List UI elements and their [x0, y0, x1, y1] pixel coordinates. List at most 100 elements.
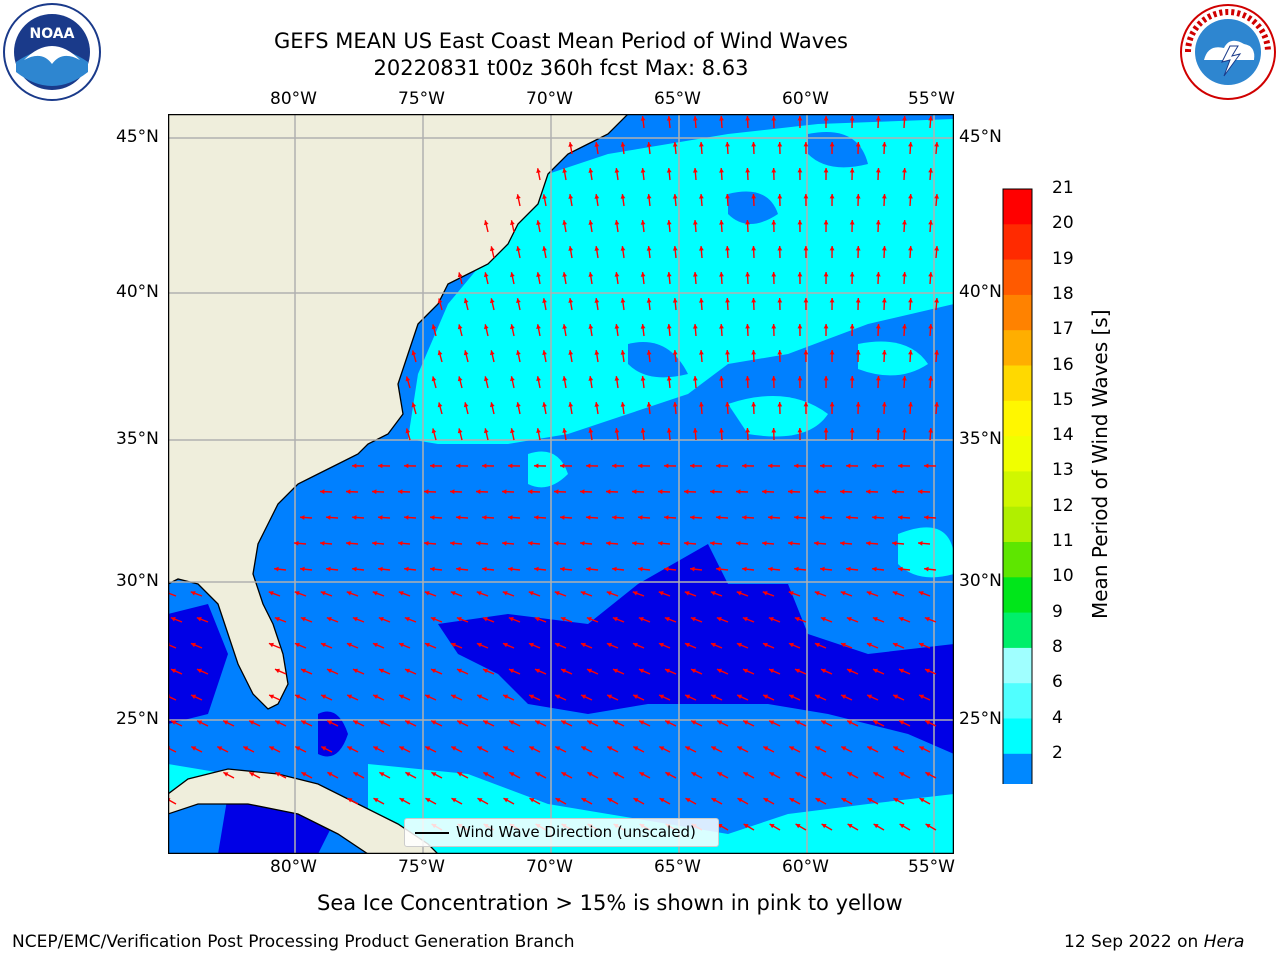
wind-wave-arrow: [902, 427, 907, 441]
wind-wave-arrow: [542, 350, 547, 363]
wind-wave-arrow: [568, 142, 574, 155]
wind-wave-arrow: [633, 797, 645, 805]
wind-wave-arrow: [839, 489, 853, 495]
wind-wave-arrow: [554, 694, 567, 701]
colorbar-segment: [1003, 400, 1032, 437]
wind-wave-arrow: [745, 427, 751, 441]
wind-wave-arrow: [767, 463, 781, 469]
wind-wave-arrow: [346, 694, 359, 701]
wind-wave-arrow: [223, 771, 235, 779]
wind-wave-arrow: [803, 401, 809, 415]
wind-wave-arrow: [534, 668, 547, 675]
wind-wave-arrow: [917, 489, 931, 495]
wind-wave-arrow: [489, 246, 495, 259]
wind-wave-arrow: [640, 272, 646, 285]
wind-wave-arrow: [664, 668, 677, 675]
wind-wave-arrow: [787, 540, 801, 546]
wind-wave-arrow: [620, 142, 626, 155]
wind-wave-arrow: [803, 349, 809, 363]
wind-wave-arrow: [855, 245, 861, 259]
wind-wave-arrow: [666, 323, 672, 337]
left-lat-label: 35°N: [116, 429, 159, 449]
wind-wave-arrow: [580, 745, 593, 753]
wind-wave-arrow: [820, 616, 833, 623]
wind-wave-arrow: [918, 642, 931, 649]
wind-wave-arrow: [482, 720, 495, 727]
wind-wave-arrow: [483, 428, 489, 441]
wind-wave-arrow: [352, 668, 365, 675]
wind-wave-arrow: [725, 401, 730, 415]
wind-wave-arrow: [646, 194, 652, 207]
colorbar-segment: [1003, 718, 1032, 755]
wind-wave-arrow: [646, 298, 652, 311]
wind-wave-arrow: [873, 771, 885, 779]
wind-wave-arrow: [588, 168, 594, 181]
wind-wave-arrow: [777, 401, 783, 415]
wind-wave-arrow: [923, 515, 937, 520]
wind-wave-arrow: [829, 349, 835, 363]
wind-wave-arrow: [689, 566, 703, 572]
wind-wave-arrow: [528, 694, 541, 701]
wind-wave-arrow: [294, 745, 307, 753]
wind-wave-arrow: [611, 463, 625, 469]
wind-wave-arrow: [398, 591, 411, 597]
wind-wave-arrow: [788, 745, 801, 753]
wind-wave-arrow: [319, 540, 333, 546]
wind-wave-arrow: [725, 349, 730, 363]
land-north-america: [167, 113, 630, 710]
dark-region-south: [438, 544, 954, 754]
wind-wave-arrow: [710, 745, 723, 753]
colorbar-segment: [1003, 294, 1032, 331]
wind-wave-arrow: [819, 566, 833, 572]
colorbar-tick-label: 4: [1052, 707, 1063, 728]
wind-wave-arrow: [719, 219, 724, 233]
wind-wave-arrow: [793, 463, 807, 469]
wind-wave-arrows: [164, 115, 940, 831]
wind-wave-arrow: [666, 167, 672, 181]
wind-wave-arrow: [528, 591, 541, 597]
wind-wave-arrow: [373, 797, 385, 805]
wind-wave-arrow: [715, 515, 729, 520]
wind-wave-arrow: [866, 591, 879, 597]
colorbar-tick-label: 14: [1052, 425, 1074, 446]
wind-wave-arrow: [299, 566, 313, 572]
wind-wave-arrow: [429, 566, 443, 572]
map-legend: Wind Wave Direction (unscaled): [404, 818, 719, 847]
colorbar-tick-label: 2: [1052, 742, 1063, 763]
wind-wave-arrow: [803, 193, 809, 207]
wind-wave-arrow: [892, 694, 905, 701]
wind-wave-arrow: [170, 616, 183, 623]
wind-wave-arrow: [684, 694, 697, 701]
wind-wave-arrow: [437, 402, 443, 415]
wind-wave-arrow: [607, 797, 619, 805]
wind-wave-arrow: [430, 720, 443, 727]
wind-wave-arrow: [725, 141, 730, 155]
wind-wave-arrow: [793, 566, 807, 572]
wind-wave-arrow: [840, 642, 853, 649]
wind-wave-arrow: [638, 616, 651, 623]
wind-wave-arrow: [849, 323, 855, 337]
wind-wave-arrow: [568, 246, 574, 259]
wind-wave-arrow: [542, 402, 547, 415]
wind-wave-arrow: [581, 797, 593, 805]
bottom-lon-label: 70°W: [526, 857, 573, 877]
wind-wave-arrow: [698, 193, 704, 207]
wind-wave-arrow: [918, 694, 931, 701]
wind-wave-arrow: [689, 515, 703, 520]
wind-wave-arrow: [855, 297, 861, 311]
wind-wave-arrow: [300, 720, 313, 727]
wind-wave-arrow: [845, 566, 859, 572]
left-lat-label: 40°N: [116, 282, 159, 302]
wind-wave-arrow: [190, 694, 203, 701]
wind-wave-arrow: [923, 463, 937, 469]
dark-patch: [318, 711, 348, 757]
wind-wave-arrow: [751, 193, 757, 207]
wind-wave-arrow: [562, 220, 568, 233]
wind-wave-arrow: [568, 350, 574, 363]
wind-wave-arrow: [483, 272, 489, 285]
wind-wave-arrow: [425, 797, 437, 805]
wind-wave-arrow: [923, 566, 937, 572]
wind-wave-arrow: [508, 616, 521, 623]
colorbar: [1002, 188, 1034, 819]
wind-wave-arrow: [588, 376, 594, 389]
